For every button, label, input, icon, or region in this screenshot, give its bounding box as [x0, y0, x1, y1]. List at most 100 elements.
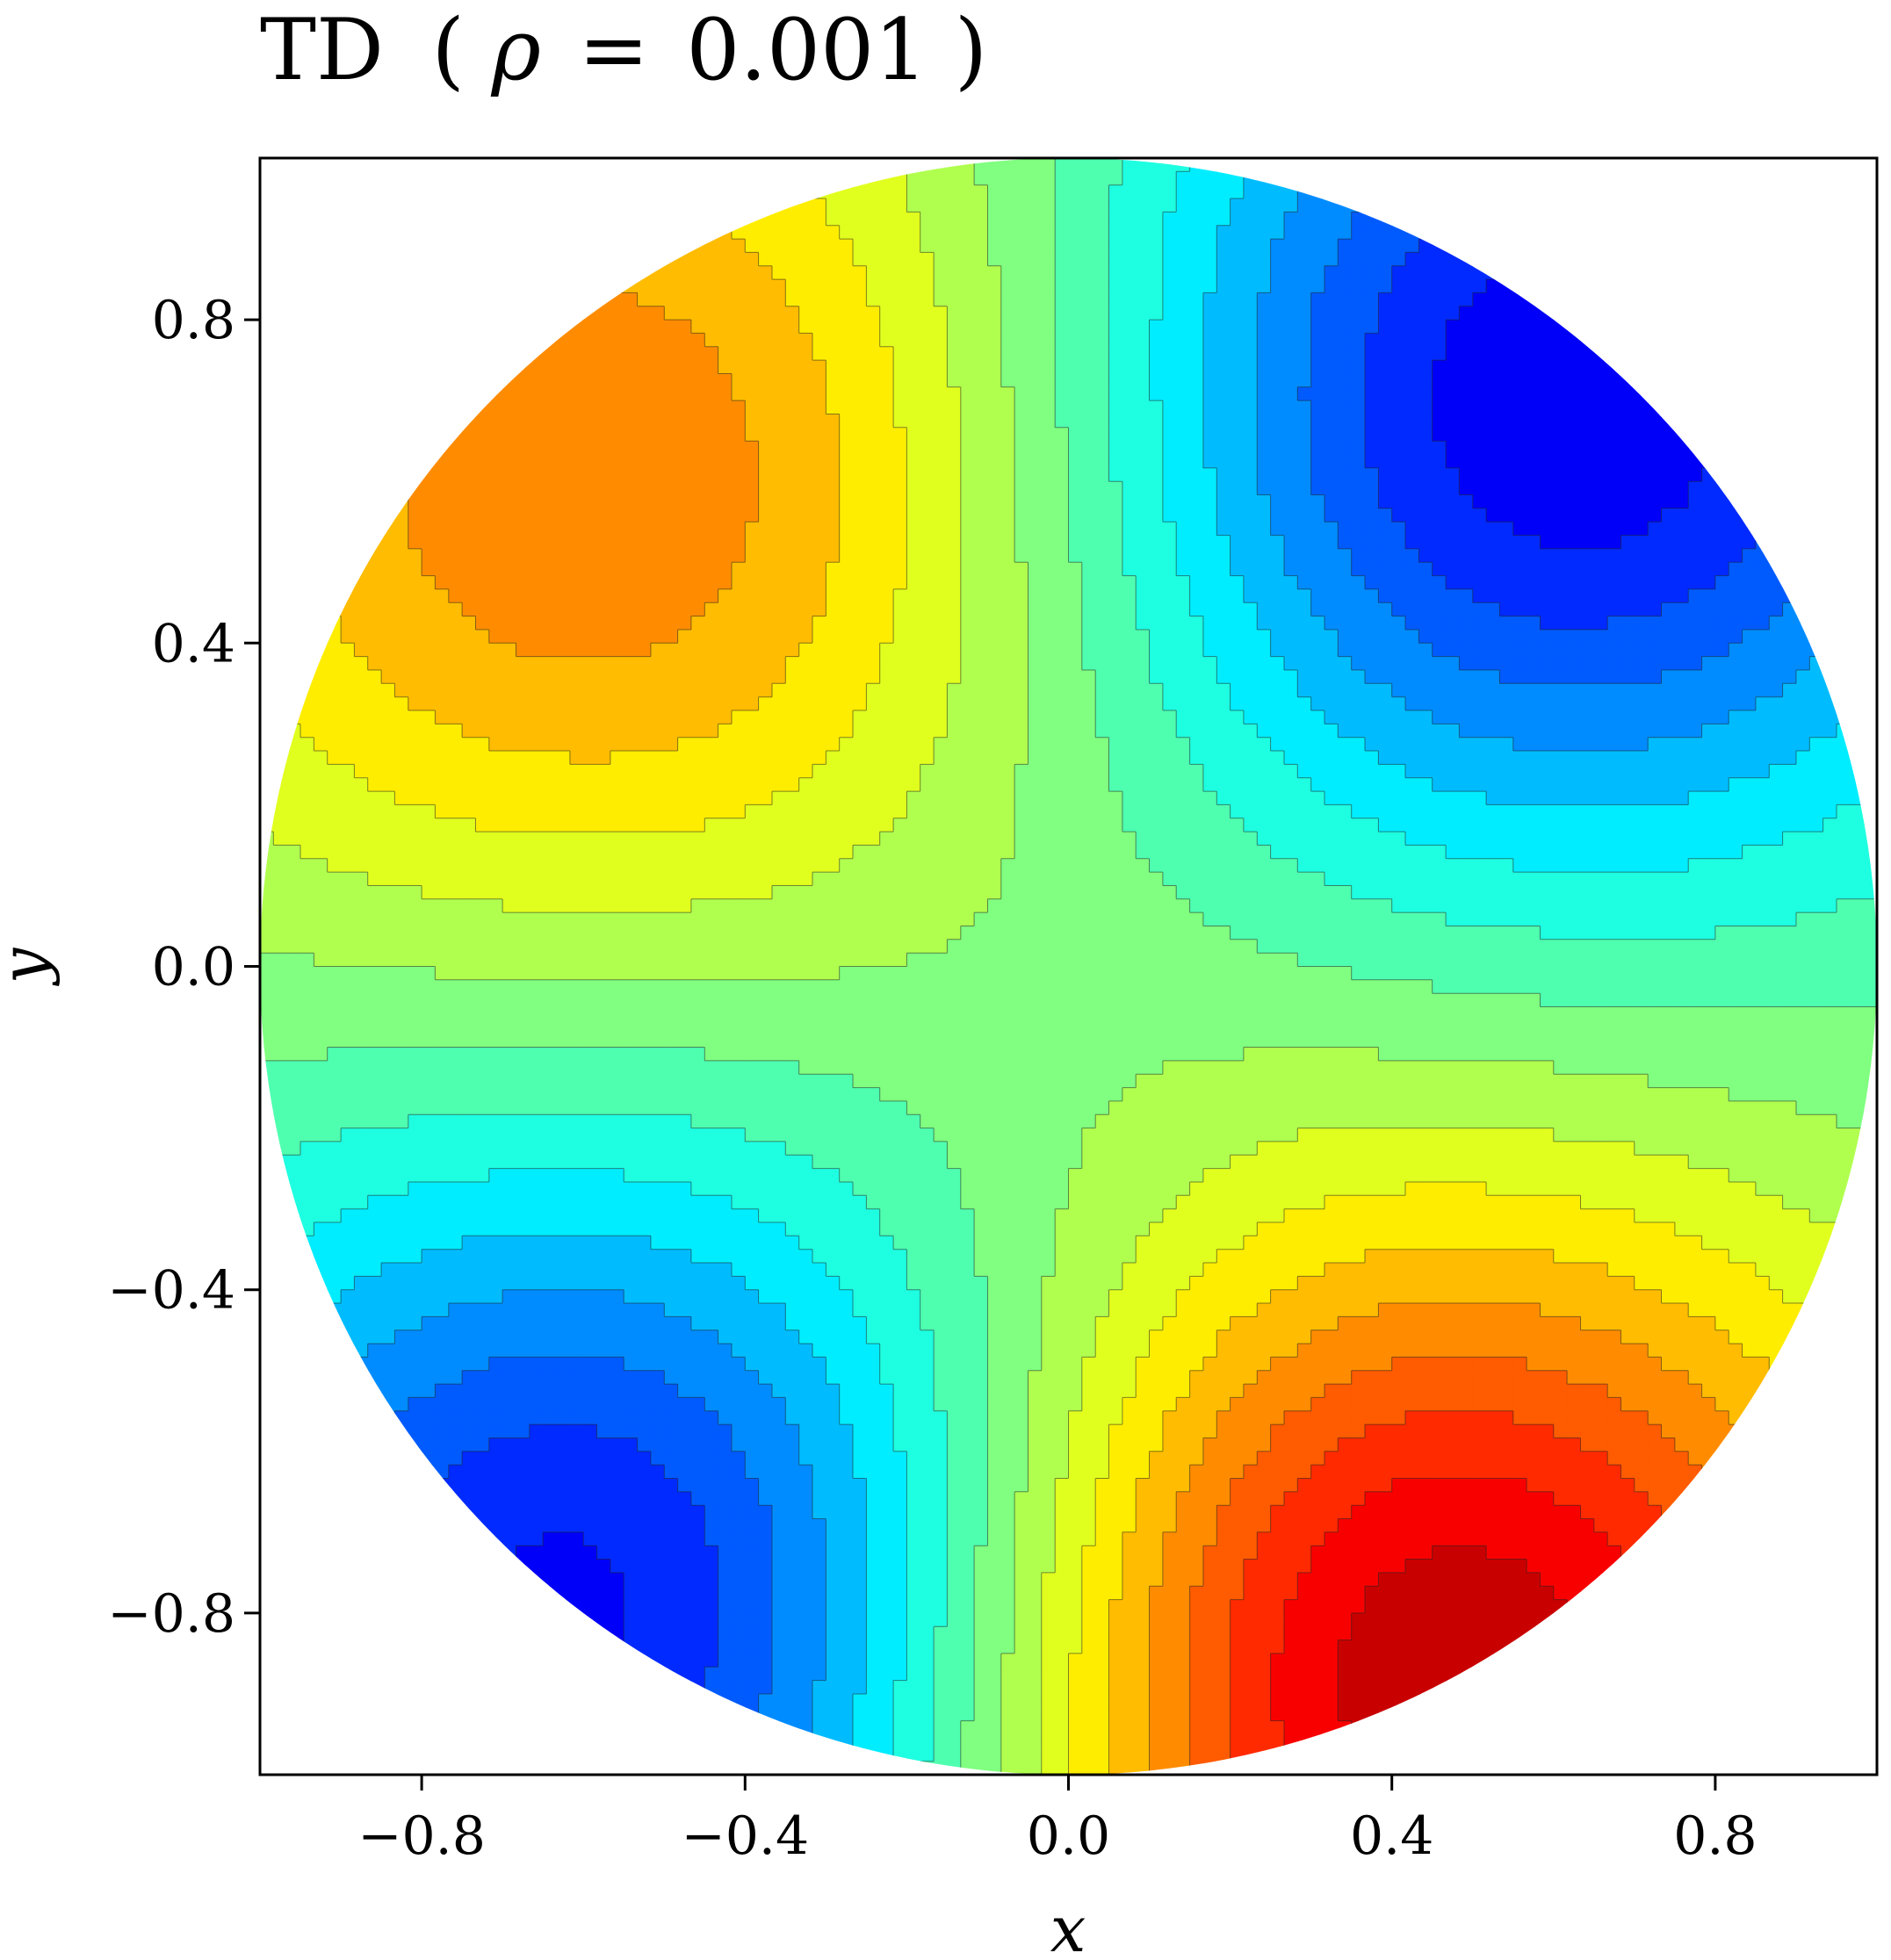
contour-cell [704, 1303, 719, 1318]
contour-cell [893, 845, 908, 860]
contour-cell [502, 481, 517, 496]
contour-cell [488, 562, 503, 577]
contour-cell [879, 279, 894, 294]
contour-cell [286, 939, 301, 954]
contour-cell [839, 602, 854, 617]
contour-cell [853, 1518, 868, 1533]
contour-cell [488, 1236, 503, 1250]
contour-cell [637, 1357, 652, 1372]
contour-cell [704, 306, 719, 321]
contour-cell [448, 535, 463, 550]
contour-cell [718, 441, 733, 456]
contour-cell [543, 1357, 558, 1372]
contour-cell [866, 1747, 881, 1762]
contour-cell [853, 1531, 868, 1546]
contour-cell [569, 751, 584, 766]
contour-cell [771, 1289, 787, 1304]
contour-cell [583, 454, 598, 469]
contour-cell [704, 1586, 719, 1601]
contour-cell [798, 724, 813, 739]
contour-cell [718, 1572, 733, 1587]
contour-cell [771, 1276, 787, 1291]
contour-cell [475, 1034, 490, 1048]
contour-cell [893, 1572, 908, 1587]
contour-cell [286, 737, 301, 752]
contour-cell [502, 1100, 517, 1115]
contour-cell [677, 386, 692, 401]
contour-cell [502, 1465, 517, 1480]
contour-cell [920, 912, 935, 927]
contour-cell [448, 1074, 463, 1089]
contour-cell [812, 1505, 827, 1520]
contour-cell [435, 643, 450, 658]
contour-cell [758, 535, 773, 550]
contour-cell [516, 1100, 530, 1115]
contour-cell [771, 939, 787, 954]
contour-cell [677, 1505, 692, 1520]
contour-cell [785, 669, 800, 685]
contour-cell [677, 1397, 692, 1412]
contour-cell [556, 724, 571, 739]
contour-cell [556, 898, 571, 913]
contour-cell [516, 1168, 530, 1183]
contour-cell [448, 656, 463, 671]
contour-cell [569, 885, 584, 900]
contour-cell [758, 386, 773, 401]
contour-cell [866, 1465, 881, 1480]
contour-cell [812, 1114, 827, 1129]
contour-cell [798, 926, 813, 940]
contour-cell [381, 575, 396, 590]
contour-cell [771, 696, 787, 711]
contour-cell [677, 1546, 692, 1560]
contour-cell [637, 898, 652, 913]
contour-cell [906, 1505, 921, 1520]
contour-cell [314, 966, 328, 981]
contour-cell [906, 669, 921, 685]
contour-cell [731, 764, 746, 779]
contour-cell [583, 400, 598, 415]
contour-cell [960, 1329, 975, 1344]
contour-cell [637, 832, 652, 847]
contour-cell [624, 1451, 639, 1466]
contour-cell [826, 360, 841, 375]
contour-cell [543, 360, 558, 375]
contour-cell [731, 993, 746, 1008]
contour-cell [394, 1303, 409, 1318]
contour-cell [771, 777, 787, 792]
contour-cell [435, 751, 450, 766]
contour-cell [583, 1303, 598, 1318]
contour-cell [731, 320, 746, 335]
contour-cell [798, 643, 813, 658]
contour-cell [745, 279, 760, 294]
contour-cell [314, 1114, 328, 1129]
contour-cell [327, 1236, 342, 1250]
contour-cell [381, 966, 396, 981]
contour-cell [583, 548, 598, 563]
contour-cell [758, 1329, 773, 1344]
contour-cell [920, 1114, 935, 1129]
contour-cell [677, 737, 692, 752]
contour-cell [960, 1761, 975, 1775]
contour-cell [596, 926, 611, 940]
contour-cell [327, 804, 342, 819]
contour-cell [812, 939, 827, 954]
contour-cell [543, 777, 558, 792]
contour-cell [785, 1128, 800, 1142]
contour-cell [610, 966, 624, 981]
contour-cell [879, 885, 894, 900]
contour-cell [758, 1316, 773, 1331]
contour-cell [785, 346, 800, 361]
contour-cell [839, 1181, 854, 1197]
contour-cell [853, 467, 868, 482]
contour-cell [920, 212, 935, 227]
contour-cell [677, 265, 692, 280]
contour-cell [502, 1316, 517, 1331]
contour-cell [704, 1100, 719, 1115]
contour-cell [502, 1478, 517, 1493]
contour-cell [893, 535, 908, 550]
contour-cell [920, 158, 935, 173]
contour-cell [341, 683, 356, 698]
contour-cell [556, 1518, 571, 1533]
contour-cell [758, 885, 773, 900]
contour-cell [758, 1438, 773, 1452]
